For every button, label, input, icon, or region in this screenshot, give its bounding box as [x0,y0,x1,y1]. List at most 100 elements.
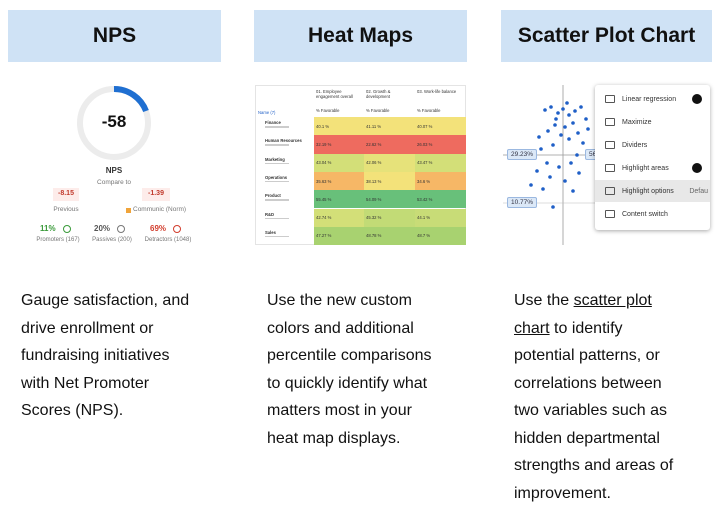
heat-cell: 43.04 % [314,153,364,172]
row-name: R&D [265,211,275,217]
column-subheader: % Favorable [316,108,340,113]
text-line: potential patterns, or [514,347,660,364]
group-label: Detractors (1048) [144,237,192,243]
card-title: Heat Maps [254,10,467,62]
text-line: drive enrollment or [21,319,154,337]
heat-cell: 47.27 % [314,226,364,246]
heat-cell: 42.06 % [364,153,415,172]
menu-icon [605,164,615,172]
text-line: Use the new custom [267,292,412,309]
axis-label: 29.23% [507,149,538,160]
icon [63,225,71,233]
row-name: Finance [265,120,281,125]
axis-label: 10.77% [507,197,538,208]
points [529,101,590,209]
heat-cell: 45.32 % [364,208,415,227]
icon [173,225,181,233]
nps-gauge [53,85,181,233]
text: to identify [549,319,623,337]
menu-extra: Defau [689,187,708,195]
name-header: Name (7) [258,110,276,115]
card-text: Use the scatter plot chart to identify p… [514,287,673,507]
heat-cell: 26.03 % [415,135,466,154]
heat-cell: 48.78 % [364,226,415,246]
column-subheader: % Favorable [366,108,390,113]
norm-value: -1.39 [148,190,164,197]
text-line: to quickly identify what [267,374,428,392]
text-line: matters most in your [267,402,412,419]
row-subtext-line [265,144,289,146]
toggle[interactable] [692,163,702,173]
group-pct: 20% [94,224,111,233]
badge [142,188,170,201]
menu-icon [605,210,615,218]
menu-item[interactable]: Highlight areas [595,157,710,179]
column-header: 02. Growth & development [366,89,391,99]
gauge-arc [113,85,149,113]
menu-label: Highlight areas [622,164,669,172]
menu-icon [605,187,615,195]
text-line: fundraising initiatives [21,347,170,364]
text-line: chart to identify [514,315,673,343]
heat-cell: 44.1 % [415,208,466,227]
heat-cell: 40.07 % [415,117,466,136]
group-label: Promoters (167) [36,237,80,243]
badge [53,188,79,201]
menu-label: Highlight options [622,187,674,195]
column-subheader: % Favorable [417,108,441,113]
card-title: Scatter Plot Chart [501,10,712,62]
menu-icon [605,118,615,126]
context-menu: Linear regression Maximize Dividers Highlig… [595,85,710,230]
menu-item[interactable]: Dividers [595,134,710,156]
menu-label: Dividers [622,141,648,149]
text-line: percentile comparisons [267,347,432,364]
menu-label: Linear regression [622,95,677,103]
row-name: Sales [265,229,276,235]
card-title: NPS [8,10,221,62]
nps-score: -58 [101,112,127,131]
row-name: Human Resources [265,138,302,144]
heat-cell: 53.42 % [415,190,466,209]
heat-cell: 38.13 % [364,171,415,191]
row-subtext-line [265,162,289,165]
heat-cell: 35.63 % [314,171,364,191]
menu-item[interactable]: Linear regression [595,88,710,110]
toggle[interactable] [692,94,702,104]
icon [117,225,125,233]
norm-swatch [126,208,131,213]
text-line: heat map displays. [267,429,401,447]
link[interactable]: chart [514,319,550,337]
heat-cell: 34.6 % [415,171,466,191]
group-pct: 11% [40,224,56,233]
text-line: with Net Promoter [21,374,150,392]
heat-cell: 43.47 % [415,153,466,172]
text-line: two variables such as [514,402,667,419]
text-line: colors and additional [267,319,414,337]
menu-item[interactable]: Maximize [595,111,710,133]
row-name: Operations [265,174,288,180]
norm-label: Communic (Norm) [133,206,187,213]
menu-item[interactable]: Content switch [595,203,710,225]
text-line: Use the scatter plot [514,287,673,315]
heat-cell: 42.74 % [314,208,364,227]
heat-cell: 40.1 % [314,117,364,136]
text-line: hidden departmental [514,429,660,447]
heat-cell: 54.09 % [364,190,415,209]
text-line: correlations between [514,374,662,392]
group-pct: 69% [150,224,167,233]
heat-cell: 55.45 % [314,190,364,209]
text-line: Gauge satisfaction, and [21,292,190,309]
group-label: Passives (200) [92,237,132,243]
previous-label: Previous [53,206,79,213]
card-text: Use the new custom colors and additional p… [267,287,432,452]
text-line: Scores (NPS). [21,402,124,419]
text: Use the [514,292,574,309]
link[interactable]: scatter plot [573,292,652,309]
heat-cell: 41.11 % [364,117,415,136]
card-text: Gauge satisfaction, and drive enrollment … [21,287,189,425]
menu-label: Maximize [622,118,652,126]
menu-item[interactable]: Highlight options Defau [595,180,710,202]
row-subtext-line [265,217,289,219]
heat-cell: 48.7 % [415,226,466,246]
